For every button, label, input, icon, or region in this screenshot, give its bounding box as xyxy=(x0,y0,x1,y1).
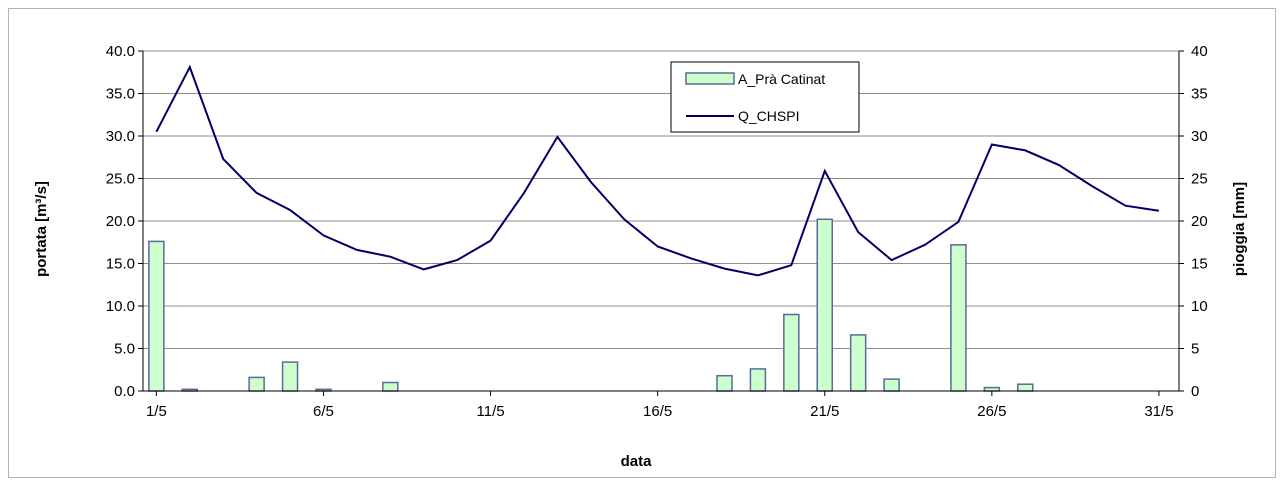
rain-bar xyxy=(749,368,767,392)
right-tick-label: 30 xyxy=(1191,128,1208,145)
left-tick-label: 10.0 xyxy=(106,298,135,315)
right-tick-label: 0 xyxy=(1191,383,1199,400)
x-tick-label: 16/5 xyxy=(643,403,672,420)
rain-bar xyxy=(248,376,265,392)
right-axis-ticks: 0 5 10 15 20 25 30 35 40 xyxy=(1179,43,1208,400)
right-tick-label: 40 xyxy=(1191,43,1208,60)
rain-bar xyxy=(950,244,967,392)
left-tick-label: 25.0 xyxy=(106,171,135,188)
discharge-line-group xyxy=(155,64,1160,277)
x-tick-label: 31/5 xyxy=(1144,403,1173,420)
x-tick-label: 11/5 xyxy=(477,403,505,420)
legend-swatch-rain xyxy=(685,72,735,85)
rain-bar xyxy=(716,374,733,392)
x-tick-label: 6/5 xyxy=(313,403,334,420)
x-tick-label: 26/5 xyxy=(977,403,1006,420)
rain-bar xyxy=(783,313,800,392)
right-tick-label: 35 xyxy=(1191,86,1208,103)
combo-chart: 0.0 5.0 10.0 15.0 20.0 25.0 30.0 35.0 40.0 0 5 10 1… xyxy=(33,43,1248,470)
left-tick-label: 20.0 xyxy=(106,213,135,230)
left-tick-label: 30.0 xyxy=(106,128,135,145)
rain-bar xyxy=(281,361,299,392)
legend-label-rain: A_Prà Catinat xyxy=(738,71,825,87)
left-tick-label: 40.0 xyxy=(106,43,135,60)
left-tick-label: 35.0 xyxy=(106,86,135,103)
rain-bars xyxy=(148,218,1034,392)
left-tick-label: 5.0 xyxy=(114,341,135,358)
rain-bar xyxy=(1017,383,1034,392)
right-tick-label: 20 xyxy=(1191,213,1208,230)
x-tick-label: 21/5 xyxy=(810,403,839,420)
legend-label-discharge: Q_CHSPI xyxy=(738,108,799,124)
right-tick-label: 10 xyxy=(1191,298,1208,315)
chart-frame: 0.0 5.0 10.0 15.0 20.0 25.0 30.0 35.0 40.0 0 5 10 1… xyxy=(8,8,1276,478)
x-tick-label: 1/5 xyxy=(146,403,167,420)
x-axis-ticks: 1/5 6/5 11/5 16/5 21/5 26/5 31/5 xyxy=(146,391,1174,420)
x-axis-title: data xyxy=(621,453,653,470)
rain-bar xyxy=(983,386,1001,392)
legend: A_Prà Catinat Q_CHSPI xyxy=(670,61,860,133)
rain-bar xyxy=(148,240,165,392)
right-tick-label: 25 xyxy=(1191,171,1208,188)
discharge-line xyxy=(155,64,1160,277)
right-axis-title: pioggia [mm] xyxy=(1231,182,1248,276)
rain-bar xyxy=(382,381,399,392)
rain-bar xyxy=(883,378,900,392)
rain-bar xyxy=(816,218,834,392)
rain-bar xyxy=(849,334,867,392)
left-axis-title: portata [m³/s] xyxy=(33,181,50,277)
right-tick-label: 5 xyxy=(1191,341,1199,358)
gridlines xyxy=(143,50,1179,392)
right-tick-label: 15 xyxy=(1191,256,1208,273)
left-tick-label: 0.0 xyxy=(114,383,135,400)
left-axis-ticks: 0.0 5.0 10.0 15.0 20.0 25.0 30.0 35.0 40.0 xyxy=(106,43,143,400)
left-tick-label: 15.0 xyxy=(106,256,135,273)
